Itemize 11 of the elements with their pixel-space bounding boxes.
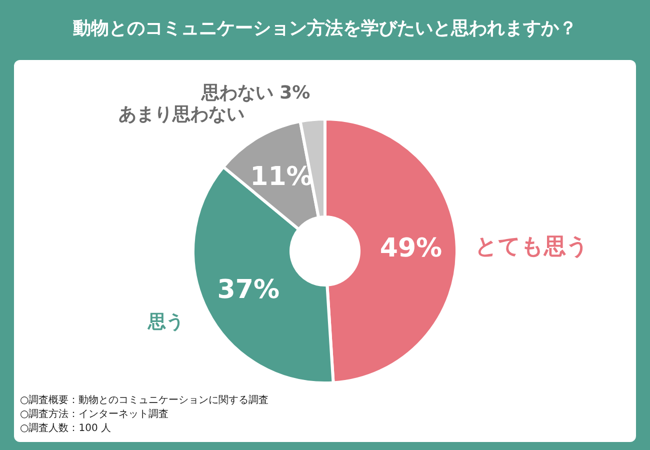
- text: ○調査概要：動物とのコミュニケーションに関する調査: [20, 394, 269, 408]
- text: ○調査方法：インターネット調査: [20, 408, 170, 422]
- slice-label: 思わない 3%: [200, 82, 310, 104]
- slice-label: 思う: [147, 312, 184, 333]
- data-label: 11%: [250, 162, 312, 192]
- text: ○調査人数：100 人: [20, 422, 112, 436]
- chart-title: 動物とのコミュニケーション方法を学びたいと思われますか？: [72, 17, 578, 41]
- slice-label: とても思う: [474, 234, 589, 260]
- data-label: 49%: [380, 233, 442, 264]
- slice-label: あまり思わない: [118, 104, 245, 126]
- data-label: 37%: [217, 275, 280, 306]
